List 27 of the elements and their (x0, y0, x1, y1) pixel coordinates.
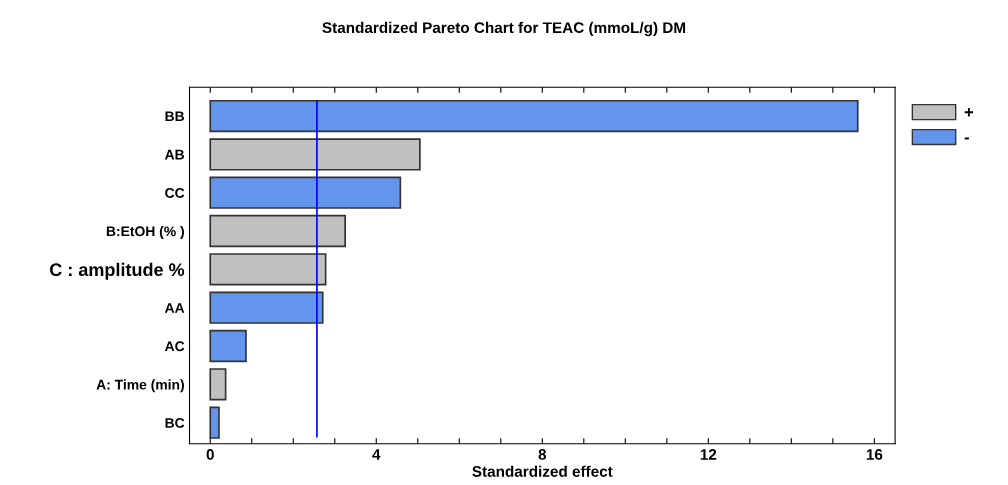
x-tick-label: 12 (700, 449, 717, 460)
x-tick-label: 16 (866, 449, 883, 460)
bar (209, 368, 227, 401)
bar (209, 138, 421, 171)
x-axis-title: Standardized effect (472, 465, 613, 477)
y-tick-label: BB (165, 111, 185, 122)
y-tick-label: A: Time (min) (96, 379, 184, 393)
chart-title: Standardized Pareto Chart for TEAC (mmoL/g) DM (322, 21, 686, 37)
bar (209, 253, 327, 286)
bar (209, 214, 346, 248)
y-tick-label: BC (165, 418, 185, 428)
y-tick-label: CC (165, 188, 185, 198)
x-tick-label: 8 (538, 449, 547, 460)
bar (209, 291, 324, 324)
x-tick-label: 0 (206, 449, 214, 460)
y-tick-label: AC (164, 341, 185, 352)
y-tick-label: C : amplitude % (49, 262, 185, 280)
y-tick-label: AA (164, 303, 185, 313)
bar (209, 99, 859, 133)
y-tick-label: AB (164, 149, 185, 160)
bar (209, 176, 402, 209)
y-tick-label: B:EtOH (% ) (106, 226, 184, 239)
bar (209, 329, 247, 363)
legend-label: - (964, 137, 969, 140)
x-tick-label: 4 (372, 449, 381, 460)
bar (209, 406, 220, 439)
legend-label: + (964, 108, 974, 117)
